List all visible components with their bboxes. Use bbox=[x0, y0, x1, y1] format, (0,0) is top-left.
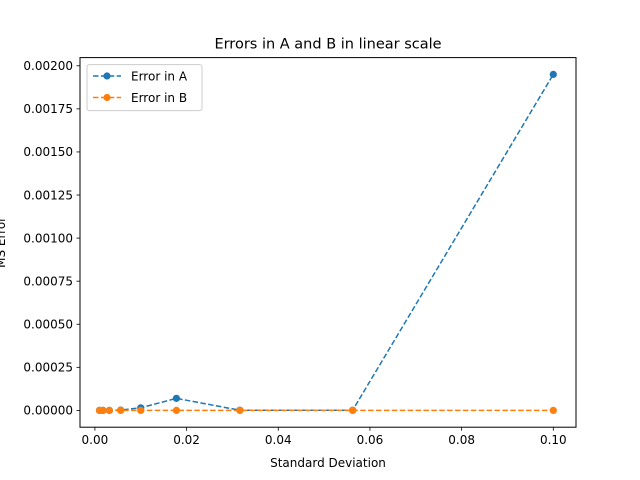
y-tick-label-7: 0.00175 bbox=[23, 102, 73, 116]
data-point-1-8 bbox=[549, 406, 557, 414]
y-tick-label-4: 0.00100 bbox=[23, 231, 73, 245]
y-tick-label-0: 0.00000 bbox=[23, 404, 73, 418]
data-point-1-7 bbox=[349, 406, 357, 414]
legend-marker-0 bbox=[103, 72, 111, 80]
x-tick-label-0: 0.00 bbox=[82, 433, 109, 447]
y-tick-label-2: 0.00050 bbox=[23, 318, 73, 332]
data-point-1-4 bbox=[137, 406, 145, 414]
x-tick-label-3: 0.06 bbox=[357, 433, 384, 447]
x-axis-label: Standard Deviation bbox=[270, 456, 386, 470]
legend-label-1: Error in B bbox=[131, 91, 187, 105]
legend-marker-1 bbox=[103, 93, 111, 102]
legend: Error in A Error in B bbox=[86, 64, 203, 112]
data-point-1-3 bbox=[117, 406, 125, 414]
chart-title: Errors in A and B in linear scale bbox=[214, 37, 441, 53]
data-point-0-5 bbox=[172, 394, 181, 402]
x-axis: 0.00 0.02 0.04 0.06 0.08 0.10 bbox=[82, 427, 567, 447]
axes-frame bbox=[79, 57, 577, 428]
y-axis-label: MS Error bbox=[0, 217, 8, 268]
data-point-1-2 bbox=[105, 406, 113, 414]
data-point-1-6 bbox=[236, 406, 244, 414]
series-1 bbox=[95, 406, 557, 414]
y-tick-label-3: 0.00075 bbox=[23, 274, 73, 288]
data-point-0-8 bbox=[549, 70, 557, 78]
y-tick-label-6: 0.00150 bbox=[23, 145, 73, 159]
x-tick-label-2: 0.04 bbox=[265, 433, 292, 447]
y-tick-label-8: 0.00200 bbox=[23, 59, 73, 73]
x-tick-label-4: 0.08 bbox=[448, 433, 475, 447]
data-point-1-1 bbox=[99, 406, 107, 414]
y-axis: 0.00000 0.00025 0.00050 0.00075 0.00100 0.001… bbox=[23, 59, 80, 418]
x-tick-label-5: 0.10 bbox=[540, 433, 567, 447]
plot-area bbox=[95, 70, 557, 414]
data-point-1-5 bbox=[172, 406, 181, 414]
x-tick-label-1: 0.02 bbox=[173, 433, 200, 447]
legend-label-0: Error in A bbox=[131, 69, 188, 83]
legend-box bbox=[86, 64, 203, 112]
y-tick-label-1: 0.00025 bbox=[23, 361, 73, 375]
y-tick-label-5: 0.00125 bbox=[23, 188, 73, 202]
